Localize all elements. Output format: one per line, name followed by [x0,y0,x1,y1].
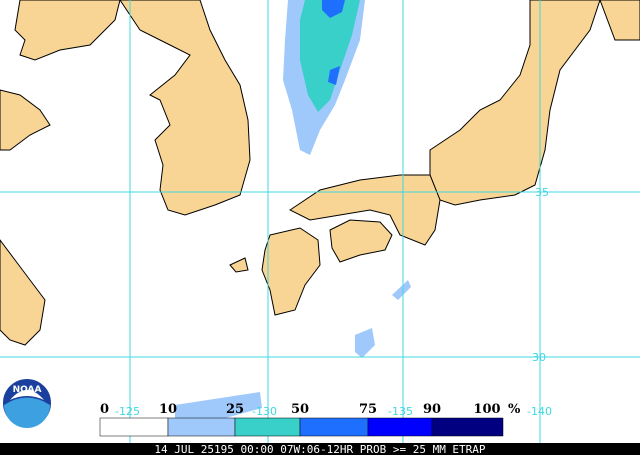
caption: 14 JUL 25195 00:00 07W:06-12HR PROB >= 2… [154,443,486,455]
legend-label: 25 [226,402,244,417]
legend-swatch [367,417,433,437]
logo-text: NOAA [13,385,42,395]
legend-swatch [299,417,369,437]
legend-label: 75 [359,402,377,417]
legend-swatch [431,417,504,437]
lat-label: 30 [532,351,546,364]
legend-label: 0 [100,402,109,417]
precip [175,0,411,425]
legend: 0 10 25 50 75 90 100 [99,402,504,437]
legend-swatch [99,417,169,437]
legend-label: 100 [473,402,500,417]
legend-label: 50 [291,402,309,417]
legend-unit: % [508,402,521,417]
caption-bar [0,443,640,455]
noaa-logo: NOAA [1,377,53,429]
lon-label: -125 [115,405,140,418]
lon-label: -135 [388,405,413,418]
legend-swatch [167,417,236,437]
lat-label: 35 [535,186,549,199]
legend-label: 90 [423,402,441,417]
lon-label: -130 [252,405,277,418]
legend-swatch [234,417,301,437]
legend-label: 10 [159,402,177,417]
lon-label: -140 [527,405,552,418]
grid [0,0,640,443]
